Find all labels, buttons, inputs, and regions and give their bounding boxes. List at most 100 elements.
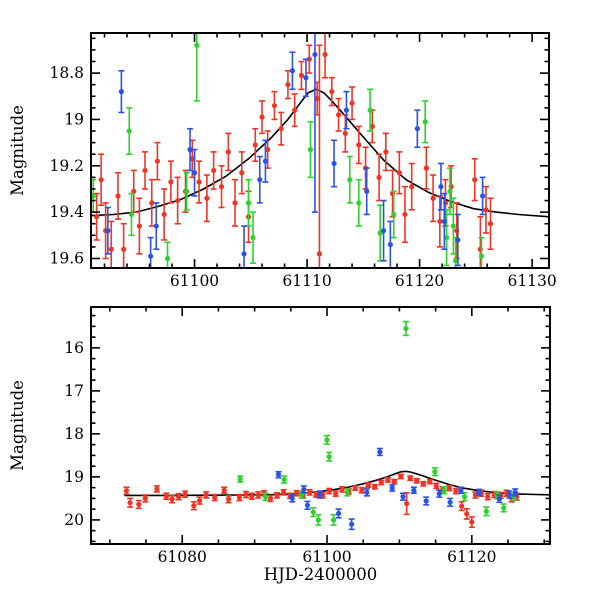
data-point — [118, 89, 124, 95]
data-point — [313, 491, 319, 498]
data-point — [483, 508, 489, 514]
data-point — [335, 510, 342, 517]
series-blue — [275, 447, 519, 531]
data-point — [317, 491, 323, 498]
data-point — [278, 126, 284, 132]
data-point — [487, 221, 494, 227]
data-point — [461, 494, 468, 500]
data-point — [458, 487, 464, 493]
data-point — [324, 437, 330, 443]
data-point — [414, 478, 420, 484]
data-point — [98, 177, 104, 183]
y-axis-title: Magnitude — [8, 105, 27, 196]
data-point — [182, 491, 188, 497]
data-point — [407, 475, 413, 481]
data-point — [196, 179, 202, 185]
x-tick-label: 61080 — [158, 548, 207, 566]
data-point — [335, 112, 342, 118]
data-point — [243, 491, 249, 498]
data-point — [149, 200, 155, 206]
data-point — [154, 486, 160, 492]
data-point — [307, 489, 313, 495]
data-point — [241, 251, 247, 257]
data-point — [329, 89, 335, 95]
data-point — [372, 484, 378, 490]
x-tick-label: 61120 — [395, 272, 444, 290]
panel-bottom-data — [123, 320, 549, 531]
data-point — [480, 193, 486, 199]
data-point — [389, 485, 395, 491]
data-point — [225, 496, 232, 502]
data-point — [294, 490, 300, 496]
data-point — [398, 473, 404, 480]
data-point — [203, 492, 209, 498]
data-point — [176, 494, 182, 500]
data-point — [369, 123, 375, 129]
data-point — [359, 487, 365, 493]
data-point — [352, 485, 358, 491]
data-point — [512, 489, 518, 495]
data-point — [432, 469, 438, 475]
data-point — [304, 502, 311, 508]
y-tick-label: 19.6 — [49, 249, 84, 267]
data-point — [423, 498, 429, 504]
data-point — [367, 107, 373, 113]
data-point — [364, 188, 370, 194]
data-point — [472, 177, 478, 183]
data-point — [184, 188, 190, 194]
data-point — [316, 251, 323, 257]
y-axis-title: Magnitude — [8, 380, 27, 471]
data-point — [496, 496, 502, 502]
data-point — [472, 492, 479, 498]
series-red — [93, 34, 494, 267]
data-point — [154, 158, 160, 164]
data-point — [436, 491, 442, 497]
data-point — [409, 184, 415, 190]
data-point — [105, 228, 111, 234]
data-point — [383, 149, 389, 155]
data-point — [385, 477, 391, 483]
data-point — [298, 72, 305, 79]
data-point — [204, 195, 210, 201]
data-point — [225, 149, 231, 155]
data-point — [189, 156, 195, 162]
y-tick-label: 19.4 — [49, 203, 84, 221]
data-point — [326, 488, 332, 494]
data-point — [142, 495, 148, 502]
data-point — [356, 142, 362, 148]
x-tick-label: 61100 — [302, 548, 351, 566]
data-point — [280, 489, 287, 495]
data-point — [221, 487, 227, 493]
data-point — [196, 497, 203, 504]
data-point — [218, 184, 225, 190]
data-point — [115, 193, 121, 199]
data-point — [274, 492, 280, 498]
data-point — [168, 179, 174, 185]
x-tick-label: 61130 — [507, 272, 556, 290]
data-point — [239, 170, 245, 176]
data-point — [501, 505, 507, 511]
data-point — [123, 488, 130, 494]
data-point — [469, 519, 475, 525]
data-point — [312, 51, 318, 58]
data-point — [315, 517, 321, 523]
y-tick-label: 18.8 — [49, 64, 84, 82]
data-point — [377, 449, 383, 455]
data-point — [126, 128, 132, 134]
data-point — [365, 482, 371, 488]
data-point — [153, 223, 159, 229]
data-point — [349, 100, 355, 106]
y-tick-label: 20 — [64, 511, 84, 529]
data-point — [343, 107, 350, 113]
data-point — [108, 246, 114, 252]
data-point — [459, 503, 465, 509]
data-point — [301, 486, 307, 492]
data-point — [187, 146, 193, 153]
data-point — [411, 487, 417, 493]
data-point — [344, 489, 350, 495]
data-point — [387, 241, 393, 248]
data-point — [356, 200, 362, 206]
tick-labels: 61100 61110 61120 61130 18.8 19 19.2 19.4 19.6 — [49, 64, 556, 290]
data-point — [303, 75, 309, 81]
data-point — [267, 495, 274, 502]
